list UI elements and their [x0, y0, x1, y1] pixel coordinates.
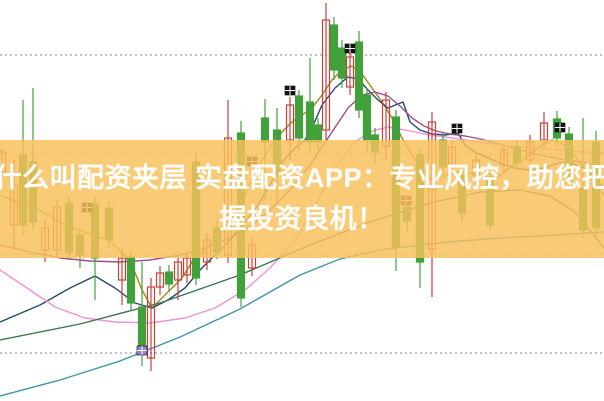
candle-up [173, 255, 183, 300]
candle-down [337, 40, 347, 88]
candle-body [155, 272, 165, 288]
signal-marker [451, 123, 463, 134]
candle-down [354, 31, 364, 118]
ad-banner-text-line1: 什么叫配资夹层 实盘配资APP：专业风控，助您把 [0, 163, 604, 193]
candle-up [146, 278, 156, 371]
candle-body [362, 94, 372, 141]
candle-body [321, 19, 331, 131]
candle-up [155, 266, 165, 295]
signal-marker [344, 43, 356, 54]
candle-body [117, 257, 127, 281]
candle-body [260, 117, 270, 143]
candle-body [146, 286, 156, 359]
candle-body [337, 47, 347, 79]
candle-up [321, 3, 331, 140]
candle-down [126, 250, 136, 310]
candle-up [345, 52, 355, 95]
candle-down [305, 58, 315, 152]
candle-down [329, 17, 339, 80]
candle-body [182, 257, 192, 276]
candle-body [164, 271, 174, 285]
ad-banner-overlay: 什么叫配资夹层 实盘配资APP：专业风控，助您把 握投资良机！ [0, 140, 604, 258]
candle-body [354, 41, 364, 111]
ad-banner-text-line2: 握投资良机！ [219, 204, 385, 234]
candle-body [294, 95, 304, 139]
candle-body [345, 56, 355, 88]
signal-marker [136, 345, 148, 356]
candle-body [305, 101, 315, 143]
candle-body [137, 306, 147, 351]
signal-marker [554, 122, 566, 133]
candle-up [117, 250, 127, 305]
candle-body [329, 24, 339, 71]
signal-marker [284, 85, 296, 96]
candle-body [173, 261, 183, 281]
candle-body [126, 256, 136, 304]
candle-down [164, 265, 174, 292]
